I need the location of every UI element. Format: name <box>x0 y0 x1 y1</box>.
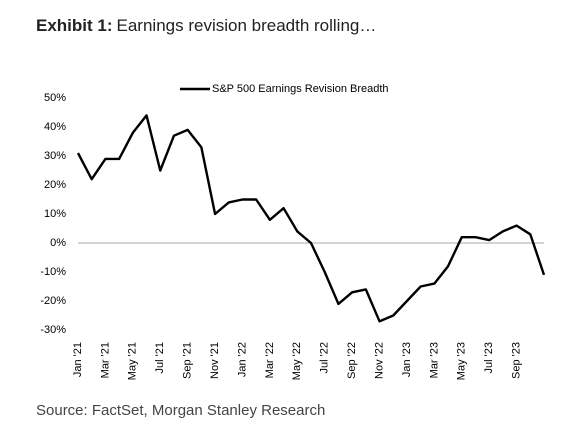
title-text: Earnings revision breadth rolling… <box>117 16 377 35</box>
y-tick-label: 50% <box>44 92 66 104</box>
x-tick-label: Nov '21 <box>209 342 221 379</box>
x-tick-label: Sep '21 <box>182 342 194 379</box>
source: Source: FactSet, Morgan Stanley Research <box>36 402 325 419</box>
x-tick-label: Jul '21 <box>154 342 166 373</box>
x-tick-label: May '23 <box>456 342 468 380</box>
series-line <box>76 114 546 323</box>
exhibit-label: Exhibit 1: <box>36 16 113 35</box>
y-tick-label: -10% <box>40 266 66 278</box>
x-tick-label: Mar '22 <box>264 342 276 378</box>
x-tick-label: Mar '21 <box>99 342 111 378</box>
x-tick-label: Sep '23 <box>510 342 522 379</box>
x-tick-label: May '22 <box>291 342 303 380</box>
x-tick-label: Jan '21 <box>72 342 84 377</box>
x-tick-label: Jan '22 <box>236 342 248 377</box>
y-tick-label: 0% <box>50 237 66 249</box>
y-tick-label: -30% <box>40 324 66 336</box>
x-tick-label: Jul '22 <box>319 342 331 373</box>
y-tick-label: -20% <box>40 295 66 307</box>
y-tick-label: 10% <box>44 208 66 220</box>
y-tick-label: 30% <box>44 150 66 162</box>
y-tick-label: 40% <box>44 121 66 133</box>
x-tick-label: Mar '23 <box>428 342 440 378</box>
x-tick-label: Sep '22 <box>346 342 358 379</box>
x-tick-label: Nov '22 <box>373 342 385 379</box>
legend-label: S&P 500 Earnings Revision Breadth <box>212 83 389 95</box>
x-tick-label: Jan '23 <box>401 342 413 377</box>
y-tick-label: 20% <box>44 179 66 191</box>
x-tick-label: Jul '23 <box>483 342 495 373</box>
x-tick-label: May '21 <box>127 342 139 380</box>
chart-title: Exhibit 1: Earnings revision breadth roll… <box>36 16 376 35</box>
